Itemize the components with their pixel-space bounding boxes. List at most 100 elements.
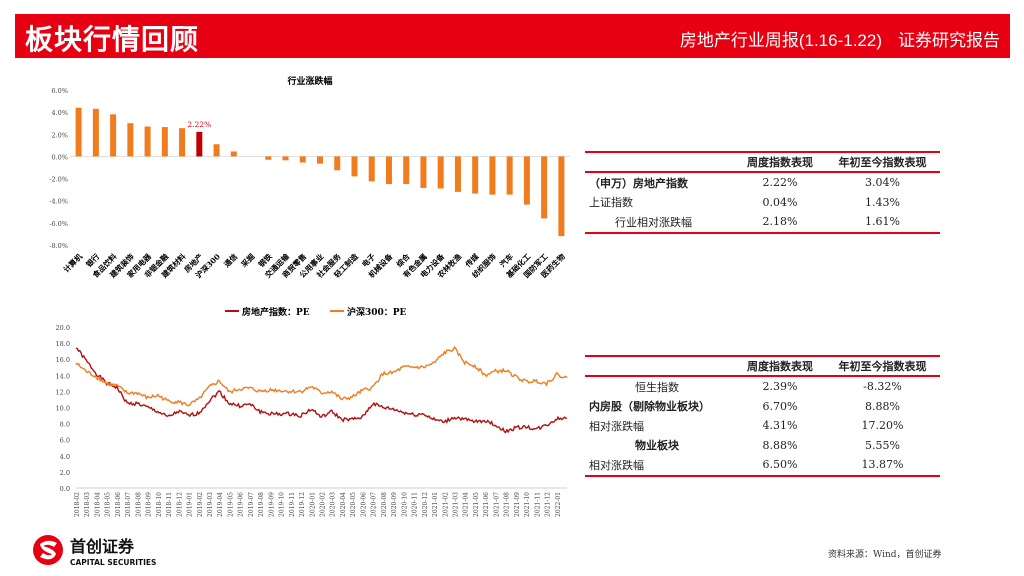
x-tick-label: 2018-03: [84, 492, 91, 517]
table-cell: 5.55%: [865, 438, 900, 452]
x-tick-label: 2021-01: [432, 492, 439, 517]
bar-5: [161, 127, 168, 157]
x-tick-label: 2021-08: [504, 492, 511, 517]
table-cell: 4.31%: [762, 419, 798, 433]
x-tick-label: 2019-12: [299, 492, 306, 517]
bar-8: [213, 144, 220, 157]
bar-2: [110, 114, 117, 157]
column-header: 周度指数表现: [747, 156, 813, 169]
series-line-0: [75, 347, 568, 434]
bar-3: [127, 123, 134, 157]
y-tick-label: 18.0: [56, 340, 70, 348]
y-tick-label: 8.0: [60, 421, 70, 429]
table-cell: 8.88%: [865, 399, 900, 413]
x-tick-label: 2020-07: [371, 492, 378, 517]
x-tick-label: 2019-03: [207, 492, 214, 517]
y-tick-label: -2.0%: [49, 176, 68, 184]
table-cell: 相对涨跌幅: [589, 419, 644, 433]
bar-26: [523, 156, 530, 205]
x-tick-label: 2020-10: [401, 492, 408, 517]
table-cell: （申万）房地产指数: [589, 176, 688, 190]
report-title: 房地产行业周报(1.16-1.22): [679, 31, 882, 50]
x-tick-label: 2020-01: [309, 492, 316, 517]
x-tick-label: 2019-11: [289, 492, 296, 517]
column-header: 年初至今指数表现: [838, 156, 927, 169]
bar-18: [385, 156, 392, 185]
bar-4: [144, 126, 151, 157]
y-tick-label: 14.0: [56, 372, 70, 380]
x-tick-label: 2021-09: [514, 492, 521, 517]
y-tick-label: 2.0: [60, 469, 70, 477]
x-tick-label: 2018-04: [94, 492, 101, 517]
x-tick-label: 2020-02: [320, 492, 327, 517]
y-tick-label: 0.0%: [51, 153, 68, 161]
x-tick-label: 2021-12: [545, 492, 552, 517]
x-tick-label: 2021-05: [473, 492, 480, 517]
bar-14: [317, 156, 323, 164]
y-tick-label: 0.0: [60, 485, 70, 493]
bar-1: [92, 108, 99, 157]
logo-cn: 首创证券: [70, 537, 135, 556]
bar-24: [489, 156, 496, 195]
table-header: 周度指数表现 年初至今指数表现: [585, 357, 940, 377]
pe-line-chart: 房地产指数：PE 沪深300：PE 20.0 18.0 16.0 14.0 12.0 10.0…: [56, 306, 568, 517]
bar-25: [506, 156, 513, 195]
bar-9: [230, 151, 237, 157]
bar-7: [196, 131, 203, 157]
bar-17: [368, 156, 375, 182]
y-tick-label: 4.0%: [51, 109, 68, 117]
x-tick-label: 2020-12: [422, 492, 429, 517]
x-tick-label: 2018-05: [105, 492, 112, 517]
column-header: 年初至今指数表现: [838, 360, 927, 373]
x-tick-label: 2019-04: [217, 492, 224, 517]
x-tick-label: 2021-10: [524, 492, 531, 517]
x-tick-label: 2018-12: [176, 492, 183, 517]
x-tick-label: 2019-07: [248, 492, 255, 517]
x-tick-label: 2018-06: [115, 492, 122, 517]
bar-28: [558, 156, 565, 237]
capital-securities-logo: 首创证券 CAPITAL SECURITIES: [33, 535, 156, 567]
table-cell: 1.43%: [865, 195, 900, 209]
y-tick-label: -4.0%: [49, 198, 68, 206]
x-tick-label: 2021-06: [483, 492, 490, 517]
x-tick-label: 2019-02: [197, 492, 204, 517]
table-row: 恒生指数 2.39% -8.32%: [585, 377, 940, 397]
y-tick-label: -8.0%: [49, 242, 68, 250]
table-cell: 恒生指数: [635, 380, 679, 394]
x-tick-label: 2020-06: [360, 492, 367, 517]
x-tick-label: 2018-07: [125, 492, 132, 517]
index-performance-table: 周度指数表现 年初至今指数表现 （申万）房地产指数 2.22% 3.04% 上证指数 0.0…: [585, 151, 940, 234]
table-row: 相对涨跌幅 6.50% 13.87%: [585, 455, 940, 475]
bar-11: [265, 156, 272, 160]
x-tick-label: 2019-05: [227, 492, 234, 517]
table-cell: 上证指数: [589, 196, 633, 210]
hk-performance-table: 周度指数表现 年初至今指数表现恒生指数 2.39% -8.32% 内房股（剔除物业板块）…: [585, 355, 940, 477]
source-note: 资料来源：Wind，首创证券: [828, 550, 942, 560]
table-cell: 0.04%: [762, 195, 798, 209]
bar-27: [541, 156, 548, 219]
table-cell: 2.18%: [762, 215, 798, 229]
y-tick-label: 2.0%: [51, 131, 68, 139]
table-cell: 行业相对涨跌幅: [615, 215, 692, 229]
table-cell: -8.32%: [863, 380, 902, 394]
x-tick-label: 2018-02: [74, 492, 81, 517]
x-tick-label: 2019-06: [238, 492, 245, 517]
highlight-data-label: 2.22%: [187, 120, 211, 129]
logo-en: CAPITAL SECURITIES: [70, 558, 156, 567]
table-cell: 2.39%: [762, 380, 798, 394]
x-tick-label: 2022-01: [555, 492, 562, 517]
table-row: 行业相对涨跌幅 2.18% 1.61%: [585, 212, 940, 232]
legend-label: 沪深300：PE: [347, 306, 407, 318]
table-cell: 2.22%: [762, 176, 798, 190]
table-row: 内房股（剔除物业板块） 6.70% 8.88%: [585, 397, 940, 417]
table-cell: 17.20%: [861, 419, 904, 433]
table-cell: 8.88%: [762, 438, 798, 452]
bar-0: [75, 107, 82, 157]
table-cell: 3.04%: [865, 176, 900, 190]
table-row: 上证指数 0.04% 1.43%: [585, 193, 940, 213]
x-tick-label: 2021-03: [452, 492, 459, 517]
x-tick-label: 通信: [222, 251, 240, 269]
bar-6: [179, 128, 186, 157]
x-tick-label: 2021-02: [442, 492, 449, 517]
x-tick-label: 2020-04: [340, 492, 347, 517]
